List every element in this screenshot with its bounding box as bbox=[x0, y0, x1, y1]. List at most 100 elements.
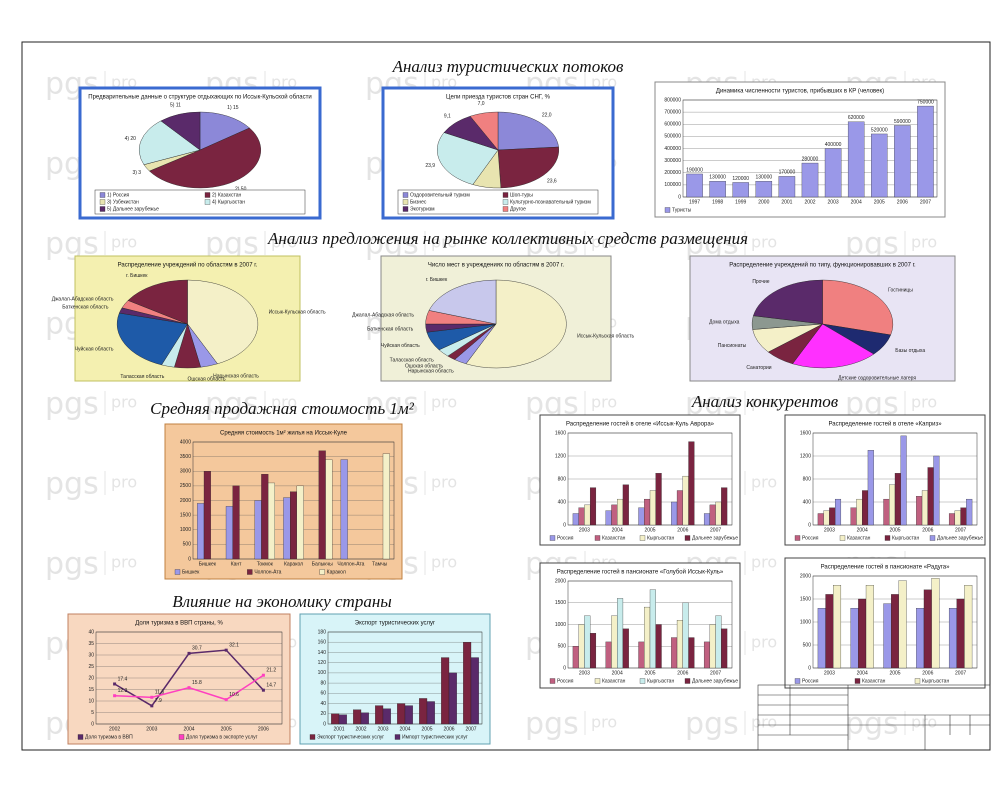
legend-swatch bbox=[854, 678, 861, 684]
bar bbox=[948, 608, 957, 669]
y-tick-label: 100 bbox=[318, 670, 327, 676]
y-tick-label: 1000 bbox=[180, 527, 191, 533]
x-tick-label: 2003 bbox=[824, 527, 835, 533]
watermark: pgs bbox=[685, 707, 739, 742]
bar bbox=[732, 182, 749, 198]
y-tick-label: 2000 bbox=[180, 498, 191, 504]
bar bbox=[686, 173, 703, 198]
x-tick-label: 2003 bbox=[377, 726, 388, 732]
legend-label: Россия bbox=[557, 535, 574, 541]
slice-label: Джалал-Абадская область bbox=[52, 296, 114, 302]
chart: Доля туризма в ВВП страны, % 0 5 10 15 20 25 30… bbox=[67, 613, 291, 745]
slice-label: 7,0 bbox=[478, 101, 485, 107]
y-tick-label: 1500 bbox=[800, 596, 811, 602]
slice-label: 23,6 bbox=[547, 179, 557, 185]
slice-label: Баткенская область bbox=[367, 327, 414, 333]
watermark: pro bbox=[751, 393, 777, 412]
legend-label: Туристы bbox=[672, 207, 692, 213]
y-tick-label: 1200 bbox=[800, 453, 811, 459]
bar bbox=[441, 657, 450, 725]
y-tick-label: 400000 bbox=[664, 146, 681, 152]
bar bbox=[655, 624, 662, 669]
slice-label: Гостиницы bbox=[888, 288, 913, 294]
chart-title: Предварительные данные о структуре отдых… bbox=[88, 94, 311, 101]
slice-label: 23,9 bbox=[425, 163, 435, 169]
bar bbox=[676, 490, 683, 526]
watermark: pro bbox=[271, 233, 297, 252]
y-tick-label: 0 bbox=[808, 665, 811, 671]
pie-slice bbox=[753, 279, 823, 325]
bar bbox=[375, 705, 384, 725]
pie-slice bbox=[437, 132, 499, 185]
bar bbox=[589, 633, 597, 669]
slice-label: г. Бишкек bbox=[426, 277, 448, 283]
y-tick-label: 80 bbox=[320, 680, 326, 686]
x-tick-label: Чолпон-Ата bbox=[337, 561, 364, 567]
bar bbox=[649, 490, 656, 526]
legend-label: Экотуризм bbox=[410, 206, 435, 212]
x-tick-label: 2005 bbox=[889, 670, 900, 676]
point bbox=[187, 686, 191, 690]
x-tick-label: 2003 bbox=[579, 670, 590, 676]
x-tick-label: 2007 bbox=[955, 527, 966, 533]
x-tick-label: 2007 bbox=[920, 199, 931, 205]
y-tick-label: 1200 bbox=[555, 453, 566, 459]
bar bbox=[917, 105, 934, 198]
value-label: 14.7 bbox=[266, 683, 276, 689]
x-tick-label: 2003 bbox=[828, 199, 839, 205]
bar bbox=[572, 646, 579, 669]
y-tick-label: 1600 bbox=[800, 430, 811, 436]
legend-swatch bbox=[794, 535, 801, 541]
legend-label: Кыргызстан bbox=[892, 535, 919, 541]
y-tick-label: 40 bbox=[320, 701, 326, 707]
x-tick-label: 2000 bbox=[758, 199, 769, 205]
title-block bbox=[757, 684, 991, 751]
watermark: pgs bbox=[45, 387, 99, 422]
value-label: 30.7 bbox=[192, 646, 202, 652]
value-label: 620000 bbox=[848, 115, 865, 121]
legend-label: 2) Казахстан bbox=[212, 192, 242, 198]
watermark: pro bbox=[911, 393, 937, 412]
value-label: 520000 bbox=[871, 127, 888, 133]
bar bbox=[894, 125, 911, 198]
bar bbox=[891, 594, 899, 669]
slice-label: Иссык-Кульская область bbox=[269, 309, 326, 315]
y-tick-label: 0 bbox=[678, 194, 681, 200]
chart: Число мест в учреждениях по областям в 2… bbox=[352, 255, 635, 382]
point bbox=[150, 695, 154, 699]
y-tick-label: 500 bbox=[183, 542, 192, 548]
x-tick-label: 2006 bbox=[443, 726, 454, 732]
legend-swatch bbox=[394, 734, 401, 740]
bar bbox=[871, 133, 888, 198]
y-tick-label: 3500 bbox=[180, 454, 191, 460]
x-tick-label: 2003 bbox=[824, 670, 835, 676]
x-tick-label: 2006 bbox=[897, 199, 908, 205]
legend-label: Доля туризма в ВВП bbox=[85, 734, 133, 740]
watermark: pro bbox=[431, 473, 457, 492]
bar bbox=[850, 608, 859, 669]
x-tick-label: 2001 bbox=[781, 199, 792, 205]
bar bbox=[715, 615, 722, 669]
legend-swatch bbox=[178, 734, 185, 740]
y-tick-label: 3000 bbox=[180, 469, 191, 475]
chart: Распределение гостей в пансионате «Радуг… bbox=[784, 557, 986, 689]
chart-title: Средняя стоимость 1м² жилья на Иссык-Кул… bbox=[220, 431, 348, 437]
x-tick-label: 2003 bbox=[579, 527, 590, 533]
chart-title: Распределение учреждений по типу, функци… bbox=[729, 262, 916, 269]
legend-swatch bbox=[684, 678, 691, 684]
slice-label: Чуйская область bbox=[75, 345, 114, 352]
y-tick-label: 160 bbox=[318, 640, 327, 646]
slice-label: Базы отдыха bbox=[895, 348, 925, 354]
slice-label: Джалал-Абадская область bbox=[352, 313, 414, 319]
chart-title: Распределение гостей в пансионате «Голуб… bbox=[557, 569, 724, 576]
bar bbox=[404, 705, 413, 725]
plot-area bbox=[95, 631, 283, 725]
point bbox=[113, 694, 117, 698]
bar bbox=[960, 507, 967, 526]
legend-label: Каракол bbox=[327, 569, 346, 575]
legend-swatch bbox=[914, 678, 921, 684]
legend-swatch bbox=[794, 678, 801, 684]
legend-swatch bbox=[684, 535, 691, 541]
slice-label: 3) 3 bbox=[132, 170, 141, 176]
y-tick-label: 500 bbox=[803, 642, 812, 648]
